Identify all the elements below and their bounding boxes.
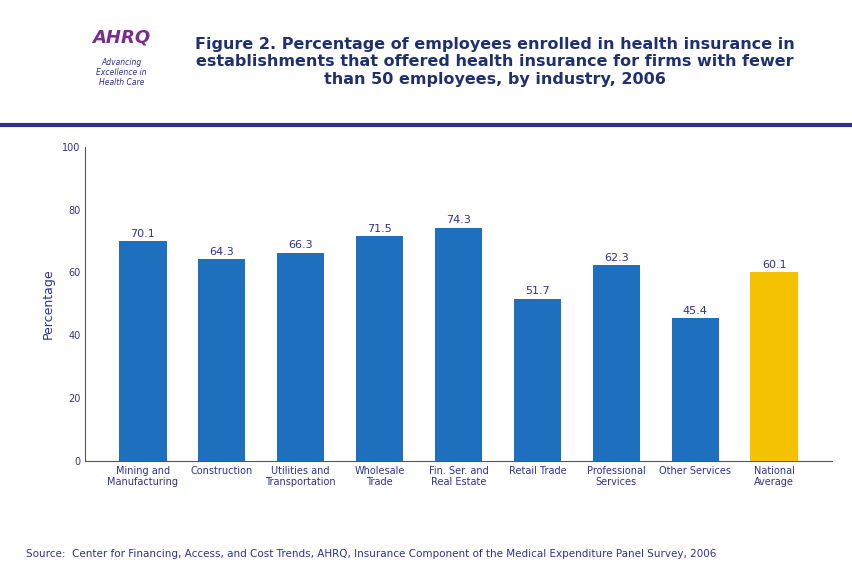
Text: 64.3: 64.3 — [210, 247, 234, 257]
Bar — [355, 236, 403, 461]
Text: 74.3: 74.3 — [446, 215, 470, 225]
Bar — [592, 265, 639, 461]
Text: Advancing
Excellence in
Health Care: Advancing Excellence in Health Care — [96, 58, 147, 88]
Bar — [513, 298, 561, 461]
Bar — [671, 319, 718, 461]
Text: 60.1: 60.1 — [761, 260, 786, 270]
Text: 45.4: 45.4 — [682, 306, 707, 316]
Bar — [435, 228, 481, 461]
Text: Figure 2. Percentage of employees enrolled in health insurance in
establishments: Figure 2. Percentage of employees enroll… — [194, 37, 794, 86]
Text: 71.5: 71.5 — [366, 224, 392, 234]
Bar — [750, 272, 797, 461]
Text: AHRQ: AHRQ — [92, 28, 151, 46]
Text: 62.3: 62.3 — [603, 253, 628, 263]
Text: 66.3: 66.3 — [288, 240, 313, 251]
Text: 51.7: 51.7 — [524, 286, 550, 296]
Text: 70.1: 70.1 — [130, 229, 155, 238]
Bar — [277, 253, 324, 461]
Bar — [198, 259, 245, 461]
Text: Source:  Center for Financing, Access, and Cost Trends, AHRQ, Insurance Componen: Source: Center for Financing, Access, an… — [26, 549, 715, 559]
Y-axis label: Percentage: Percentage — [42, 268, 55, 339]
Bar — [119, 241, 166, 461]
Text: ✦: ✦ — [31, 49, 55, 77]
